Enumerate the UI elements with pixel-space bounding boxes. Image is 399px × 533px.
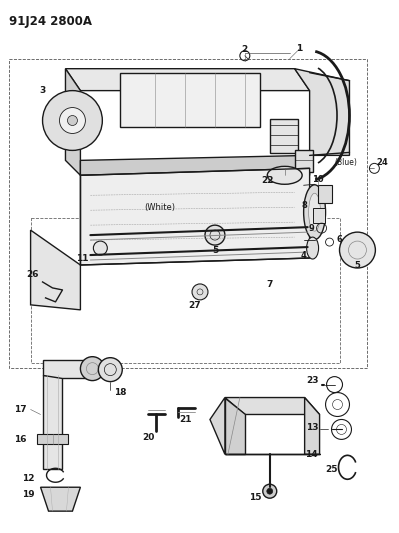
Text: 27: 27	[189, 301, 201, 310]
Circle shape	[192, 284, 208, 300]
Text: 5: 5	[212, 246, 218, 255]
Ellipse shape	[308, 193, 320, 231]
Text: 2: 2	[242, 45, 248, 54]
Ellipse shape	[306, 237, 318, 259]
Polygon shape	[65, 69, 310, 91]
Text: 5: 5	[354, 261, 360, 270]
Text: 22: 22	[261, 176, 274, 185]
Polygon shape	[43, 360, 91, 377]
Polygon shape	[225, 398, 245, 454]
Circle shape	[59, 108, 85, 133]
Bar	[312, 208, 324, 223]
Text: 6: 6	[337, 235, 342, 244]
Text: 25: 25	[325, 465, 338, 474]
Text: 7: 7	[267, 280, 273, 289]
Circle shape	[98, 358, 122, 382]
Bar	[318, 185, 332, 203]
Text: 13: 13	[306, 423, 319, 432]
Text: 20: 20	[142, 433, 154, 442]
Circle shape	[81, 357, 104, 381]
Ellipse shape	[267, 166, 302, 184]
Text: 10: 10	[312, 175, 324, 184]
Circle shape	[43, 91, 102, 150]
Text: 21: 21	[179, 415, 191, 424]
Circle shape	[340, 232, 375, 268]
Bar	[37, 434, 69, 445]
Polygon shape	[304, 398, 320, 454]
Text: 26: 26	[26, 270, 39, 279]
Polygon shape	[295, 69, 350, 156]
Text: 11: 11	[76, 254, 89, 263]
Text: (White): (White)	[144, 203, 176, 212]
Text: 15: 15	[249, 492, 261, 502]
Circle shape	[205, 225, 225, 245]
Polygon shape	[81, 168, 310, 265]
Text: 17: 17	[14, 405, 27, 414]
Polygon shape	[225, 398, 320, 415]
Circle shape	[263, 484, 277, 498]
Polygon shape	[43, 375, 63, 469]
Polygon shape	[65, 69, 81, 175]
Text: 3: 3	[40, 86, 45, 95]
Ellipse shape	[304, 185, 326, 240]
Polygon shape	[41, 487, 81, 511]
Text: 18: 18	[114, 388, 126, 397]
Text: 23: 23	[306, 376, 319, 385]
Text: 4: 4	[301, 251, 306, 260]
Bar	[31, 218, 340, 362]
Text: 12: 12	[22, 474, 35, 483]
Text: 1: 1	[296, 44, 303, 53]
Text: (Blue): (Blue)	[334, 158, 357, 167]
Bar	[295, 150, 312, 172]
Bar	[9, 59, 367, 368]
Text: 8: 8	[302, 201, 308, 209]
Polygon shape	[81, 156, 310, 175]
Circle shape	[267, 488, 273, 494]
Bar	[120, 72, 260, 127]
Polygon shape	[210, 398, 225, 454]
Circle shape	[67, 116, 77, 125]
Text: 19: 19	[22, 490, 35, 499]
Bar	[270, 118, 298, 154]
Text: 16: 16	[14, 435, 27, 444]
Text: 9: 9	[309, 224, 314, 232]
Text: 24: 24	[377, 158, 388, 167]
Text: 14: 14	[305, 450, 318, 459]
Polygon shape	[31, 230, 81, 310]
Circle shape	[93, 241, 107, 255]
Text: 91J24 2800A: 91J24 2800A	[9, 15, 92, 28]
